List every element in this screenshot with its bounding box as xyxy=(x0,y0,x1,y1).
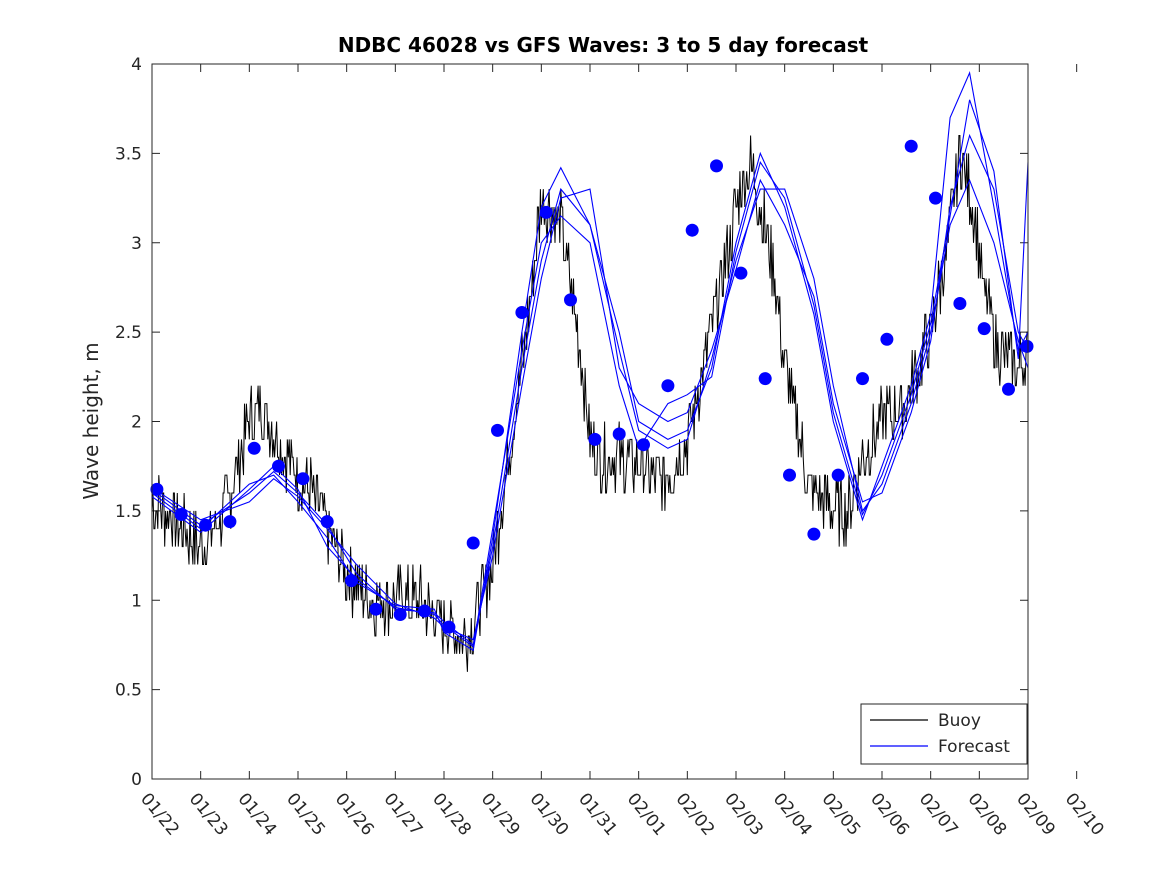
y-tick-label: 1 xyxy=(131,591,142,611)
forecast-point xyxy=(880,332,894,346)
x-tick-label: 01/22 xyxy=(136,789,183,839)
y-tick-label: 3 xyxy=(131,234,142,254)
x-tick-label: 02/03 xyxy=(720,789,767,839)
y-tick-labels: 0 0.5 1 1.5 2 2.5 3 3.5 4 xyxy=(115,55,142,790)
x-tick-label: 01/27 xyxy=(380,789,427,839)
x-tick-label: 01/31 xyxy=(574,789,621,839)
x-tick-label: 01/30 xyxy=(526,789,573,839)
x-tick-label: 02/08 xyxy=(964,789,1011,839)
forecast-point xyxy=(393,608,407,621)
forecast-point xyxy=(539,205,553,219)
forecast-point xyxy=(272,459,285,473)
x-tick-label: 02/10 xyxy=(1061,789,1108,839)
forecast-point xyxy=(953,297,967,310)
forecast-point xyxy=(904,139,918,153)
legend: Buoy Forecast xyxy=(860,703,1028,765)
forecast-point xyxy=(296,472,310,486)
x-tick-label: 02/05 xyxy=(818,789,865,839)
forecast-point xyxy=(1020,339,1034,353)
x-tick-label: 02/09 xyxy=(1012,789,1059,839)
y-tick-label: 1.5 xyxy=(115,502,142,522)
forecast-point xyxy=(758,372,772,386)
forecast-point xyxy=(247,441,261,455)
forecast-point xyxy=(515,306,529,319)
x-tick-label: 01/23 xyxy=(185,789,232,839)
x-tick-label: 01/29 xyxy=(477,789,524,839)
plot-frame xyxy=(151,63,1029,780)
forecast-point xyxy=(977,322,991,336)
forecast-point xyxy=(612,427,626,441)
x-tick-label: 01/26 xyxy=(331,789,378,839)
forecast-point xyxy=(199,518,212,532)
x-tick-label: 01/24 xyxy=(234,789,281,839)
forecast-point xyxy=(418,604,431,618)
forecast-point xyxy=(734,266,748,280)
forecast-point xyxy=(856,372,869,386)
legend-box xyxy=(860,703,1028,765)
forecast-point xyxy=(320,515,334,529)
y-tick-label: 0.5 xyxy=(115,681,142,701)
chart-title: NDBC 46028 vs GFS Waves: 3 to 5 day fore… xyxy=(338,33,869,57)
forecast-point xyxy=(661,379,675,393)
y-tick-label: 3.5 xyxy=(115,144,142,164)
forecast-point xyxy=(491,423,504,437)
forecast-point xyxy=(637,438,650,452)
y-tick-label: 2 xyxy=(131,413,142,433)
x-tick-label: 02/01 xyxy=(623,789,670,839)
forecast-point xyxy=(564,293,577,307)
forecast-point xyxy=(442,620,456,634)
x-tick-label: 02/06 xyxy=(866,789,913,839)
x-tick-label: 01/25 xyxy=(282,789,329,839)
forecast-line xyxy=(151,178,1029,646)
legend-forecast-label: Forecast xyxy=(938,737,1010,757)
forecast-point xyxy=(466,536,480,550)
x-tick-labels: 01/22 01/23 01/24 01/25 01/26 01/27 01/28 01/29… xyxy=(136,789,1107,839)
forecast-point xyxy=(783,468,796,482)
buoy-series xyxy=(151,135,1028,672)
forecast-point xyxy=(831,468,845,482)
forecast-point xyxy=(685,223,699,237)
forecast-point xyxy=(1002,382,1015,396)
legend-buoy-label: Buoy xyxy=(938,711,981,731)
forecast-point xyxy=(369,602,383,616)
forecast-point xyxy=(588,432,602,446)
y-tick-label: 2.5 xyxy=(115,323,142,343)
x-tick-label: 02/02 xyxy=(672,789,719,839)
forecast-point xyxy=(174,508,188,521)
x-tick-label: 02/04 xyxy=(769,789,816,839)
forecast-point xyxy=(223,515,237,529)
forecast-point xyxy=(710,159,723,173)
buoy-line xyxy=(151,135,1028,672)
forecast-point xyxy=(150,482,164,496)
forecast-point xyxy=(807,527,821,541)
forecast-line xyxy=(151,133,1029,641)
y-tick-label: 4 xyxy=(131,55,142,75)
y-tick-label: 0 xyxy=(131,770,142,790)
forecast-points xyxy=(150,139,1034,634)
forecast-point xyxy=(929,191,942,205)
y-axis-label: Wave height, m xyxy=(79,342,103,499)
x-tick-label: 01/28 xyxy=(428,789,475,839)
forecast-point xyxy=(345,574,358,588)
x-tick-label: 02/07 xyxy=(915,789,962,839)
